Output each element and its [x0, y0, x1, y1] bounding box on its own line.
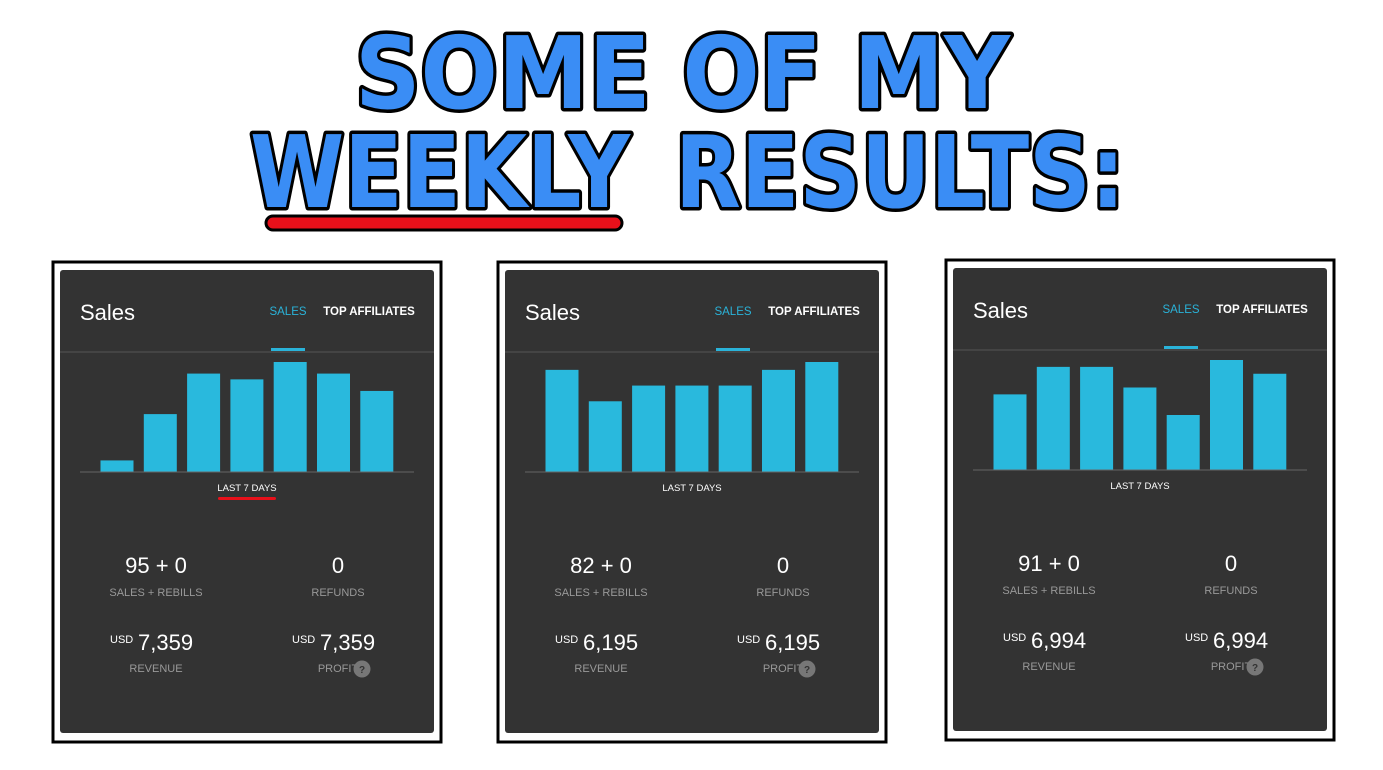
money-value: 6,994 — [1031, 628, 1086, 653]
stat-label: PROFIT — [318, 663, 359, 675]
bar — [993, 394, 1027, 470]
panel-title: Sales — [525, 300, 580, 325]
bar — [317, 373, 350, 472]
sales-panel: Sales SALES TOP AFFILIATES LAST 7 DAYS 95 + … — [51, 260, 443, 744]
bar — [100, 460, 134, 472]
help-icon[interactable] — [798, 660, 816, 678]
bar — [1080, 366, 1114, 470]
stat-label: PROFIT — [763, 663, 804, 675]
stat-label: SALES + REBILLS — [554, 587, 647, 599]
money-value: 7,359 — [320, 630, 375, 655]
stat-label: SALES + REBILLS — [1002, 585, 1095, 597]
tab[interactable]: TOP AFFILIATES — [323, 306, 415, 318]
stat-label: REFUNDS — [1204, 585, 1257, 597]
help-text: ? — [804, 665, 810, 676]
tab[interactable]: SALES — [714, 306, 751, 318]
stat-label: SALES + REBILLS — [109, 587, 202, 599]
tab[interactable]: SALES — [1162, 304, 1199, 316]
stat-label: REVENUE — [574, 663, 627, 675]
currency: USD — [1185, 632, 1208, 644]
bar — [588, 401, 622, 472]
bar — [1253, 373, 1287, 470]
bar — [1210, 360, 1243, 470]
active-tab-indicator — [716, 348, 750, 351]
stat-value: 82 + 0 — [570, 553, 632, 578]
bar — [1036, 366, 1070, 470]
stat-value: 91 + 0 — [1018, 551, 1080, 576]
tab[interactable]: SALES — [269, 306, 306, 318]
help-icon[interactable] — [353, 660, 371, 678]
money-value: 6,195 — [765, 630, 820, 655]
stat-label: REFUNDS — [756, 587, 809, 599]
bar — [762, 369, 795, 472]
stat-value: 0 — [332, 553, 344, 578]
bar — [632, 385, 666, 472]
headline-emphasis: WEEKLY — [250, 114, 631, 231]
currency: USD — [737, 634, 760, 646]
help-text: ? — [359, 665, 365, 676]
bar — [230, 379, 264, 472]
bar — [718, 385, 752, 472]
stat-value: 0 — [1225, 551, 1237, 576]
stat-value: 95 + 0 — [125, 553, 187, 578]
bar — [360, 390, 394, 472]
currency: USD — [555, 634, 578, 646]
tab[interactable]: TOP AFFILIATES — [768, 306, 860, 318]
headline-rest: RESULTS: — [675, 114, 1125, 231]
bar — [675, 385, 709, 472]
money-value: 6,994 — [1213, 628, 1268, 653]
bar — [805, 362, 839, 472]
sales-panel: Sales SALES TOP AFFILIATES LAST 7 DAYS 91 + … — [944, 258, 1336, 742]
bar — [1123, 387, 1157, 470]
currency: USD — [110, 634, 133, 646]
money-value: 6,195 — [583, 630, 638, 655]
panel-body — [953, 268, 1327, 731]
period-label: LAST 7 DAYS — [662, 483, 721, 494]
stat-label: REVENUE — [129, 663, 182, 675]
help-icon[interactable] — [1246, 658, 1264, 676]
tab[interactable]: TOP AFFILIATES — [1216, 304, 1308, 316]
active-tab-indicator — [271, 348, 305, 351]
panel-body — [505, 270, 879, 733]
stat-label: REVENUE — [1022, 661, 1075, 673]
active-tab-indicator — [1164, 346, 1198, 349]
stat-label: REFUNDS — [311, 587, 364, 599]
period-label: LAST 7 DAYS — [217, 483, 276, 494]
panel-title: Sales — [80, 300, 135, 325]
panel-body — [60, 270, 434, 733]
bar — [1166, 415, 1200, 470]
bar — [187, 373, 221, 472]
headline-line1: SOME OF MY — [355, 15, 1011, 132]
panel-title: Sales — [973, 298, 1028, 323]
bar — [545, 369, 579, 472]
headline-underline — [264, 214, 624, 232]
panels: Sales SALES TOP AFFILIATES LAST 7 DAYS 95 + … — [51, 258, 1336, 744]
stat-value: 0 — [777, 553, 789, 578]
currency: USD — [1003, 632, 1026, 644]
money-value: 7,359 — [138, 630, 193, 655]
help-text: ? — [1252, 663, 1258, 674]
bar — [273, 362, 307, 472]
stat-label: PROFIT — [1211, 661, 1252, 673]
bar — [143, 414, 177, 472]
period-label: LAST 7 DAYS — [1110, 481, 1169, 492]
sales-panel: Sales SALES TOP AFFILIATES LAST 7 DAYS 82 + … — [496, 260, 888, 744]
period-underline — [218, 497, 276, 500]
currency: USD — [292, 634, 315, 646]
